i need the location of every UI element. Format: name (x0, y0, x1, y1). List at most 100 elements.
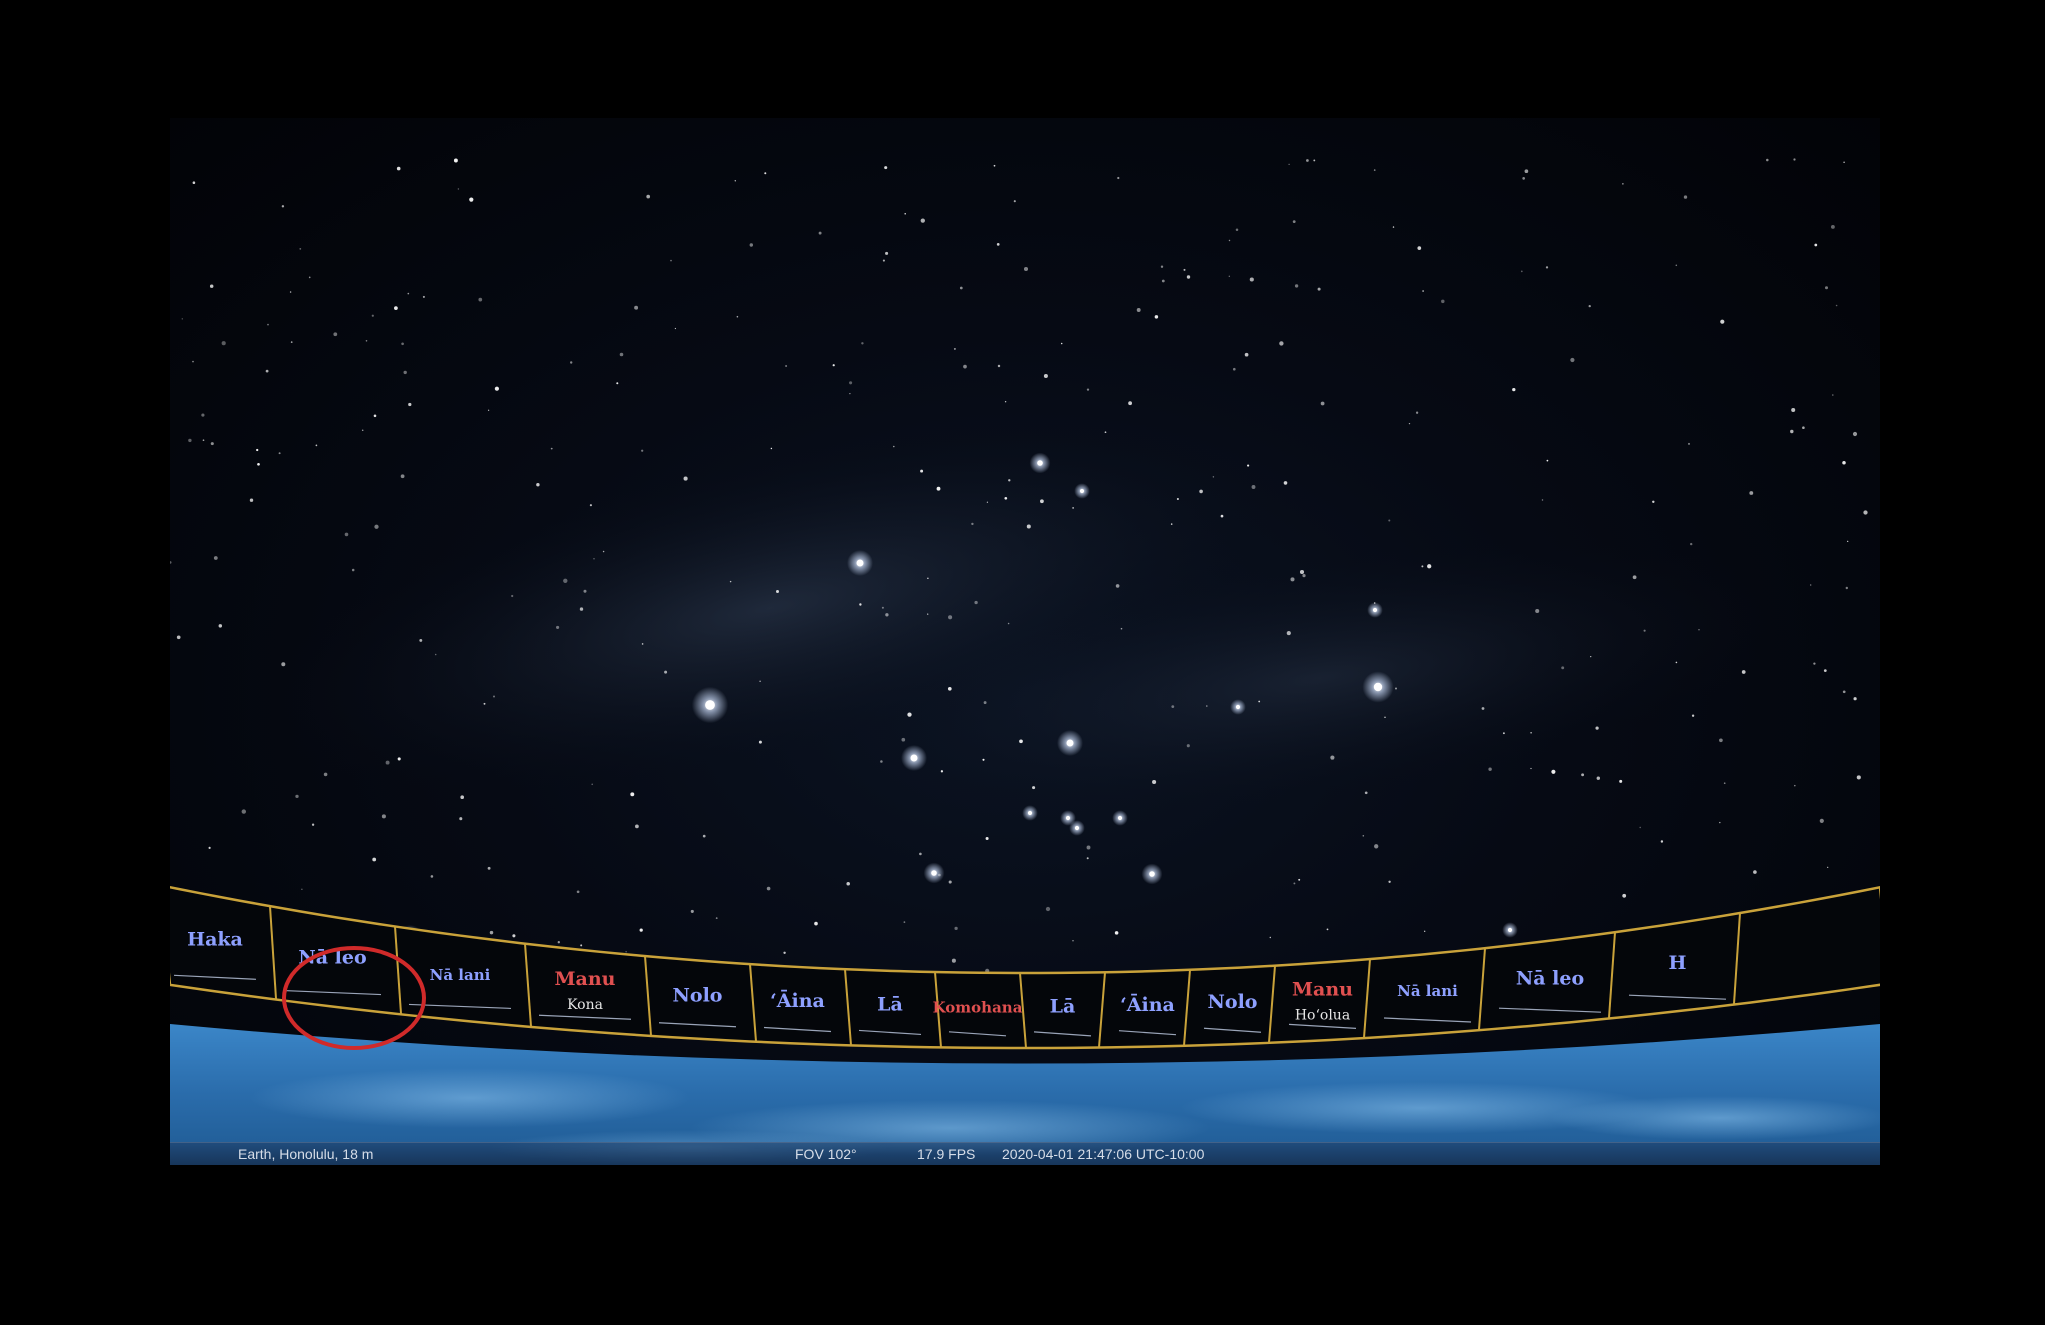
faint-star (580, 944, 583, 947)
faint-star (764, 172, 767, 175)
faint-star (997, 364, 1001, 368)
faint-star (904, 213, 906, 215)
faint-star (1690, 542, 1693, 546)
faint-star (1249, 277, 1254, 282)
compass-segment-label: Nā leo (298, 947, 366, 969)
compass-segment-label: Nā lani (430, 966, 491, 984)
faint-star (308, 276, 311, 279)
faint-star (176, 635, 181, 640)
faint-star (776, 590, 779, 593)
faint-star (1388, 519, 1391, 522)
sky-view[interactable]: Haka Nā leo Nā lani Manu Kona Nolo ʻĀina Lā Komo… (170, 118, 1880, 1165)
faint-star (938, 873, 941, 877)
faint-star (1120, 627, 1123, 630)
faint-star (1152, 779, 1157, 785)
faint-star (759, 680, 761, 683)
faint-star (849, 381, 853, 385)
faint-star (1427, 564, 1432, 569)
faint-star (1299, 569, 1305, 575)
faint-star (1719, 738, 1723, 743)
bright-star-core (1507, 927, 1513, 933)
faint-star (1845, 586, 1848, 590)
faint-star (1086, 388, 1090, 391)
compass-divider (1363, 958, 1371, 1038)
faint-star (1535, 608, 1540, 614)
faint-star (453, 158, 458, 163)
faint-star (1032, 786, 1036, 790)
faint-star (1823, 669, 1827, 672)
compass-segment-underline (283, 989, 382, 996)
compass-segment-underline (1203, 1027, 1262, 1033)
faint-star (1298, 878, 1301, 881)
faint-star (996, 243, 1000, 246)
faint-star (625, 951, 627, 953)
compass-divider (644, 955, 652, 1036)
faint-star (1388, 880, 1391, 883)
faint-star (1810, 584, 1812, 586)
compass-segment-label: Lā (877, 994, 903, 1016)
faint-star (1232, 367, 1236, 371)
bright-star-core (856, 559, 864, 567)
faint-star (1072, 940, 1074, 942)
faint-star (1814, 243, 1818, 247)
faint-star (1228, 239, 1231, 242)
faint-star (1007, 622, 1010, 625)
faint-star (1524, 169, 1529, 174)
faint-star (1749, 491, 1754, 495)
faint-star (954, 926, 958, 931)
faint-star (1176, 497, 1179, 501)
compass-segment-label: H (1669, 952, 1687, 974)
faint-star (401, 342, 404, 346)
compass-divider (1098, 972, 1106, 1048)
faint-star (210, 442, 214, 446)
faint-star (1595, 726, 1599, 730)
faint-star (201, 413, 205, 417)
compass-segment-underline (173, 974, 257, 980)
faint-star (861, 342, 864, 345)
faint-star (1373, 169, 1376, 171)
faint-star (884, 166, 888, 170)
faint-star (985, 836, 989, 841)
status-datetime: 2020-04-01 21:47:06 UTC-10:00 (1002, 1146, 1205, 1162)
faint-star (940, 770, 944, 773)
faint-star (1481, 707, 1485, 710)
compass-band: Haka Nā leo Nā lani Manu Kona Nolo ʻĀina Lā Komo… (170, 885, 1880, 1050)
faint-star (1619, 779, 1623, 783)
planetarium-viewport[interactable]: Haka Nā leo Nā lani Manu Kona Nolo ʻĀina Lā Komo… (170, 118, 1880, 1165)
faint-star (1502, 732, 1505, 735)
faint-star (1424, 930, 1426, 932)
faint-star (1793, 158, 1796, 161)
faint-star (1832, 394, 1834, 396)
faint-star (1546, 459, 1549, 462)
faint-star (1186, 744, 1190, 748)
faint-star (1852, 431, 1858, 437)
faint-star (1362, 835, 1365, 837)
faint-star (1802, 426, 1805, 430)
faint-star (487, 409, 490, 411)
faint-star (408, 402, 412, 407)
faint-star (953, 347, 956, 350)
compass-divider (934, 971, 942, 1048)
compass-divider (1608, 932, 1616, 1018)
faint-star (881, 606, 884, 609)
faint-star (948, 615, 953, 620)
faint-star (893, 445, 895, 448)
faint-star (1422, 290, 1424, 292)
faint-star (959, 286, 963, 290)
faint-star (639, 928, 643, 932)
faint-star (1104, 431, 1107, 434)
faint-star (1720, 319, 1725, 324)
faint-star (365, 340, 368, 342)
compass-segment-label: Nolo (673, 985, 723, 1007)
faint-star (920, 218, 925, 223)
compass-segment-underline (858, 1029, 922, 1036)
faint-star (397, 757, 401, 761)
faint-star (301, 888, 303, 891)
faint-star (1294, 284, 1299, 288)
faint-star (901, 737, 906, 742)
compass-divider (269, 906, 277, 999)
faint-star (1293, 882, 1296, 885)
compass-segment-label: Haka (187, 929, 243, 951)
faint-star (1842, 690, 1846, 694)
faint-star (1117, 176, 1120, 180)
